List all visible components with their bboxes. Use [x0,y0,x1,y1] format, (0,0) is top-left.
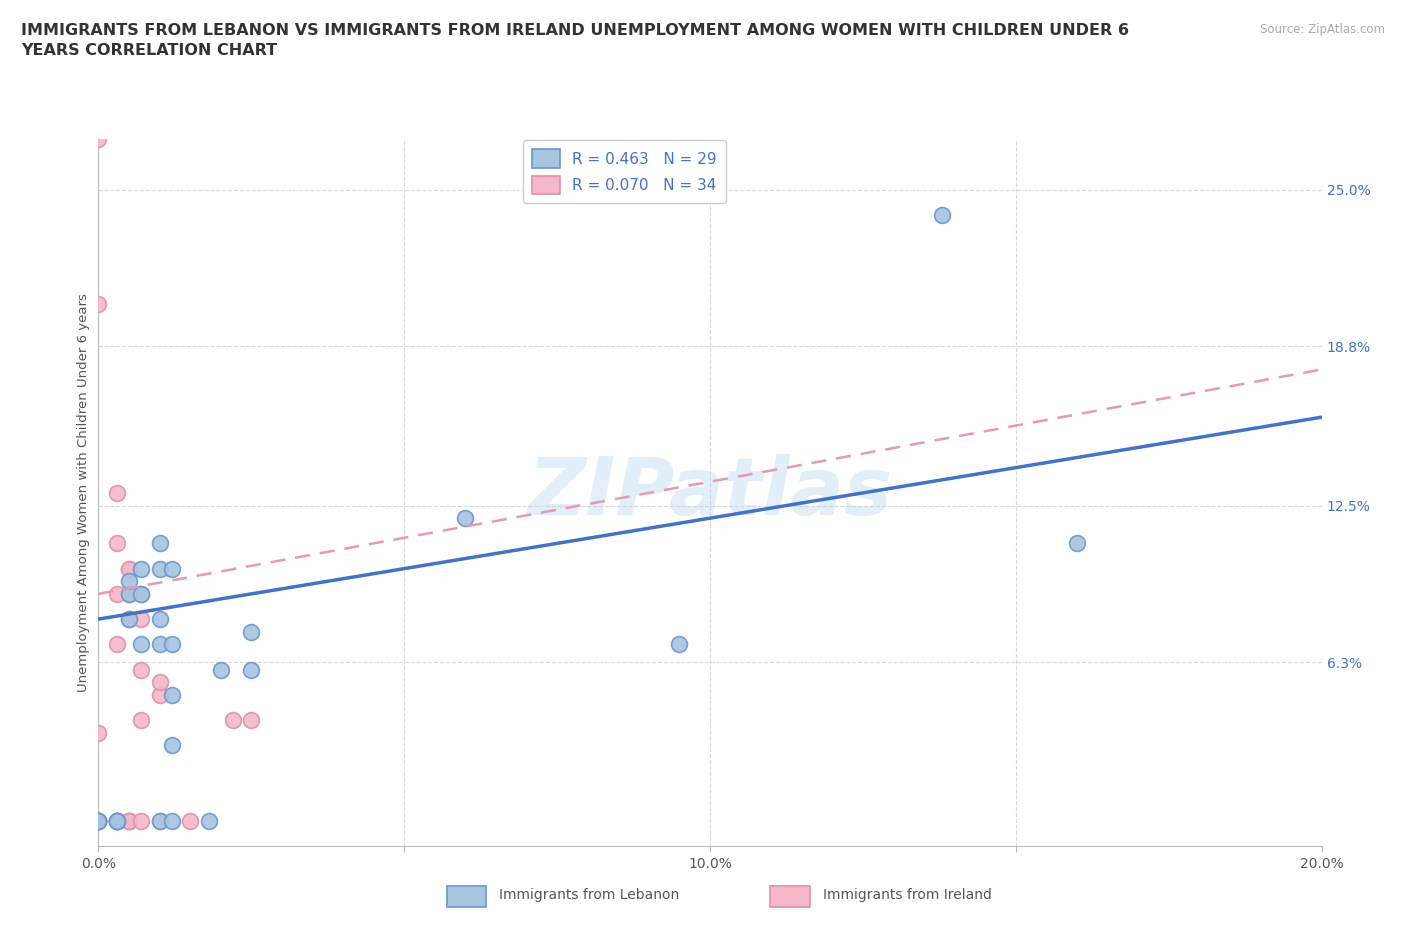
Point [160,561,183,576]
Point [160,637,183,652]
Point [129,712,152,727]
Point [118,814,141,829]
Point [209,662,232,677]
Text: Source: ZipAtlas.com: Source: ZipAtlas.com [1260,23,1385,36]
Point [118,587,141,602]
Point [222,712,245,727]
Point [118,814,141,829]
Text: Immigrants from Ireland: Immigrants from Ireland [823,887,991,902]
Y-axis label: Unemployment Among Women with Children Under 6 years: Unemployment Among Women with Children U… [77,294,90,692]
Point [129,587,152,602]
Point [87,814,110,829]
Point [118,587,141,602]
Point [87,814,110,829]
Point [87,814,110,829]
Point [129,814,152,829]
Point [1066,536,1088,551]
Point [118,561,141,576]
Point [87,814,110,829]
Point [179,814,201,829]
Point [149,612,172,627]
Point [105,485,128,500]
Point [87,814,110,829]
Point [87,296,110,311]
Point [149,814,172,829]
Point [129,587,152,602]
Point [149,814,172,829]
Text: ZIPatlas: ZIPatlas [527,454,893,532]
Point [105,637,128,652]
Point [105,536,128,551]
Point [931,207,953,222]
Point [118,561,141,576]
Point [105,587,128,602]
Point [87,814,110,829]
Point [129,662,152,677]
Point [105,814,128,829]
Point [87,814,110,829]
Text: Immigrants from Lebanon: Immigrants from Lebanon [499,887,679,902]
Point [197,814,219,829]
Point [87,725,110,740]
Point [240,624,263,639]
Point [149,675,172,690]
Point [118,814,141,829]
Point [160,737,183,752]
Point [149,637,172,652]
Point [118,612,141,627]
Point [87,814,110,829]
Point [105,814,128,829]
Point [160,687,183,702]
Point [129,561,152,576]
Text: IMMIGRANTS FROM LEBANON VS IMMIGRANTS FROM IRELAND UNEMPLOYMENT AMONG WOMEN WITH: IMMIGRANTS FROM LEBANON VS IMMIGRANTS FR… [21,23,1129,58]
Point [668,637,690,652]
Point [160,814,183,829]
Point [149,687,172,702]
Point [105,814,128,829]
Point [105,814,128,829]
Point [129,612,152,627]
Point [87,132,110,147]
Point [240,712,263,727]
Point [454,511,477,525]
Point [240,662,263,677]
Point [118,574,141,589]
Point [149,561,172,576]
Point [87,814,110,829]
Point [118,612,141,627]
Point [105,814,128,829]
Legend: R = 0.463   N = 29, R = 0.070   N = 34: R = 0.463 N = 29, R = 0.070 N = 34 [523,140,725,204]
Point [105,814,128,829]
Point [129,637,152,652]
Point [149,536,172,551]
Point [87,814,110,829]
